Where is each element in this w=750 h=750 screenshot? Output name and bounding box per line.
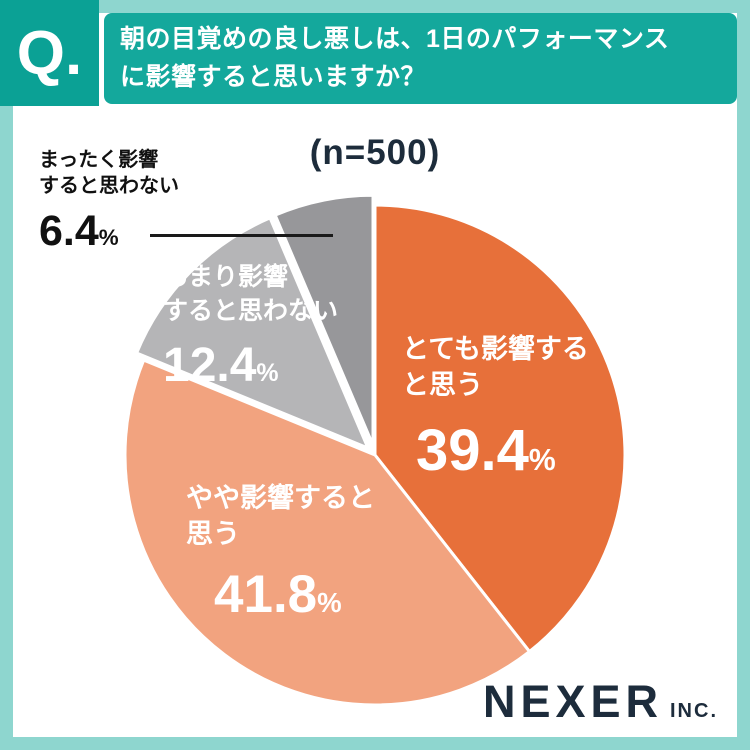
pie-slice-2: [135, 216, 370, 450]
callout-leader-line: [150, 234, 333, 237]
slice-percentage: 41.8%: [186, 559, 375, 631]
percent-sign: %: [256, 358, 279, 387]
slice-percent-number: 39.4: [416, 417, 529, 483]
slice-label-very-affects: とても影響する と思う 39.4%: [402, 331, 589, 490]
question-title-line2: に影響すると思いますか？: [120, 62, 427, 91]
brand-logo: NEXER INC.: [483, 676, 718, 728]
slice-label-line: あまり影響: [163, 263, 289, 291]
slice-label-not-much-affects: あまり影響 すると思わない 12.4%: [163, 261, 338, 398]
question-badge: Q.: [0, 0, 99, 106]
slice-label-not-at-all-affects: まったく影響 すると思わない 6.4%: [39, 147, 179, 260]
slice-label-text: とても影響する と思う: [402, 331, 589, 404]
slice-label-somewhat-affects: やや影響すると 思う 41.8%: [186, 480, 375, 630]
slice-label-line: やや影響すると: [186, 483, 375, 513]
sample-size-label: (n=500): [309, 133, 441, 172]
percent-sign: %: [98, 225, 119, 250]
pie-chart: [123, 195, 627, 707]
slice-label-line: と思う: [402, 370, 483, 401]
brand-name: NEXER: [482, 676, 663, 727]
slice-percentage: 12.4%: [163, 334, 338, 399]
percent-sign: %: [528, 443, 556, 477]
q-label: Q.: [16, 18, 83, 88]
slice-percent-number: 12.4: [163, 338, 257, 392]
question-title-line1: 朝の目覚めの良し悪しは、1日のパフォーマンス: [120, 25, 670, 53]
slice-label-line: すると思わない: [163, 296, 339, 325]
pie-slice-0: [373, 203, 627, 654]
slice-label-text: あまり影響 すると思わない: [163, 261, 338, 329]
slice-percentage: 6.4%: [39, 204, 179, 260]
slice-label-line: すると思わない: [39, 175, 179, 197]
slice-label-line: まったく影響: [39, 149, 159, 171]
pie-slice-3: [273, 195, 375, 447]
slice-label-text: やや影響すると 思う: [186, 480, 375, 553]
percent-sign: %: [317, 586, 342, 618]
pie-slice-1: [123, 358, 531, 707]
slice-percent-number: 6.4: [39, 207, 99, 255]
slice-label-line: とても影響する: [402, 334, 589, 364]
slice-percent-number: 41.8: [214, 564, 318, 624]
slice-percentage: 39.4%: [402, 412, 589, 490]
question-header: 朝の目覚めの良し悪しは、1日のパフォーマンス に影響すると思いますか？: [104, 13, 737, 104]
brand-suffix: INC.: [670, 700, 718, 722]
slice-label-text: まったく影響 すると思わない: [39, 147, 179, 199]
slice-label-line: 思う: [186, 519, 240, 550]
